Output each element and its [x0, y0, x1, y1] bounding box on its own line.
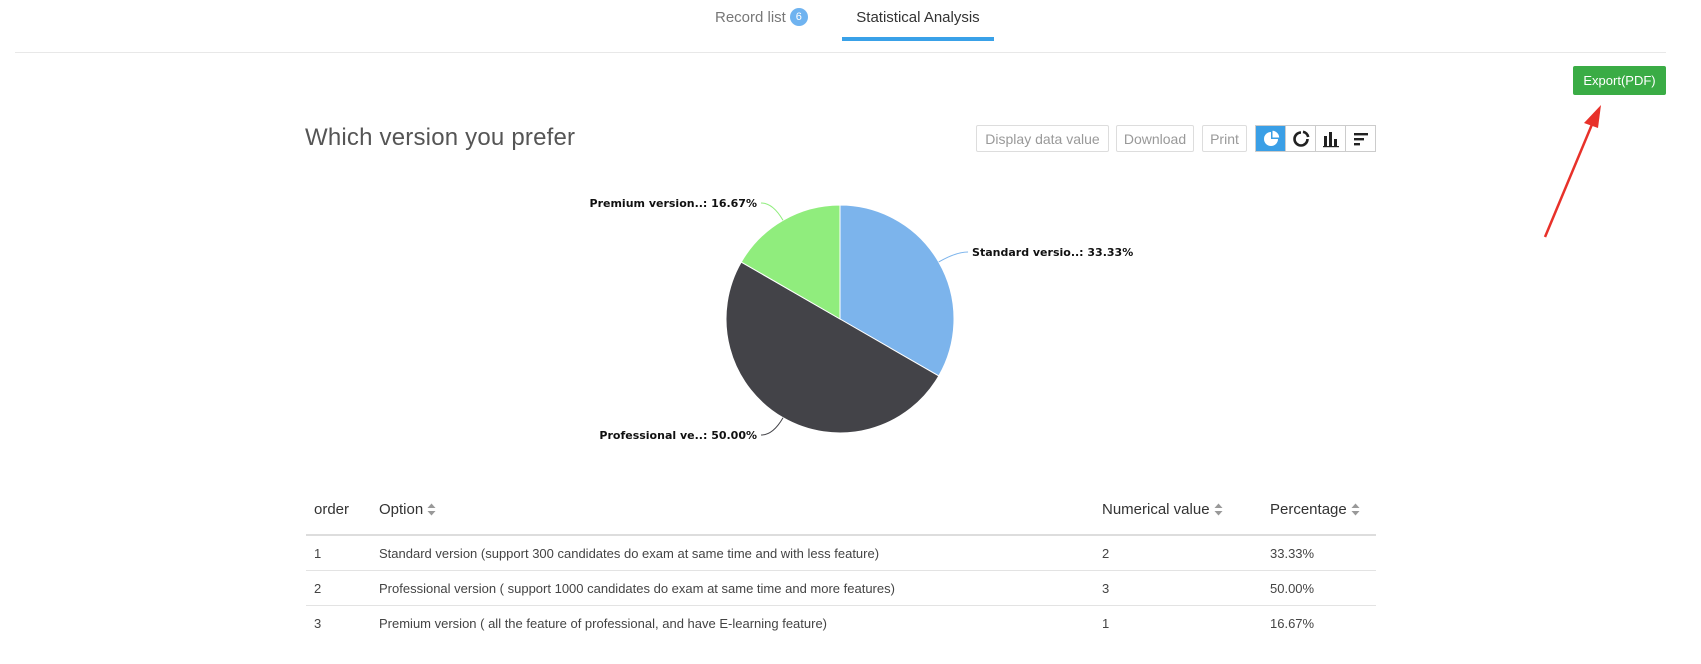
pie-connector-premium	[760, 202, 784, 221]
header-option[interactable]: Option	[371, 484, 1094, 536]
sort-icon[interactable]	[1214, 503, 1223, 516]
table-row: 2 Professional version ( support 1000 ca…	[306, 570, 1376, 606]
row-option: Premium version ( all the feature of pro…	[379, 615, 828, 631]
chart-title: Which version you prefer	[305, 124, 576, 151]
row-percentage: 16.67%	[1270, 615, 1315, 631]
header-order: order	[306, 484, 371, 536]
pie-slice-standard[interactable]	[839, 204, 955, 377]
pie-connector-professional	[761, 417, 784, 436]
pie-connector-standard	[938, 251, 969, 263]
pie-label-professional: Professional ve..: 50.00%	[599, 429, 757, 442]
row-value: 3	[1094, 570, 1262, 606]
pie-label-standard: Standard versio..: 33.33%	[972, 246, 1133, 259]
tab-statistical-analysis[interactable]: Statistical Analysis	[842, 0, 994, 41]
row-order: 3	[314, 615, 322, 631]
export-pdf-button[interactable]: Export(PDF)	[1573, 66, 1666, 95]
statistics-table: order Option Numerical value Percentage …	[306, 484, 1376, 640]
header-percentage[interactable]: Percentage	[1262, 484, 1376, 536]
display-data-value-button[interactable]: Display data value	[976, 125, 1109, 152]
pie-chart-icon[interactable]	[1256, 126, 1286, 151]
bar-chart-icon[interactable]	[1316, 126, 1346, 151]
row-order: 2	[306, 570, 371, 606]
horizontal-bar-icon[interactable]	[1346, 126, 1375, 151]
table-row: 3 Premium version ( all the feature of p…	[306, 606, 1376, 641]
print-button[interactable]: Print	[1202, 125, 1247, 152]
ring-chart-icon[interactable]	[1286, 126, 1316, 151]
tab-record-list[interactable]: Record list 6	[715, 0, 808, 40]
record-count-badge: 6	[789, 8, 808, 26]
row-value: 2	[1094, 535, 1262, 571]
row-option: Professional version ( support 1000 cand…	[371, 570, 1094, 606]
chart-type-switcher	[1255, 125, 1376, 152]
row-percentage: 33.33%	[1262, 535, 1376, 571]
tab-bar: Record list 6 Statistical Analysis	[15, 0, 1666, 53]
download-button[interactable]: Download	[1116, 125, 1194, 152]
pie-slice-premium[interactable]	[740, 204, 841, 320]
sort-icon[interactable]	[1351, 503, 1360, 516]
header-numerical-value[interactable]: Numerical value	[1094, 484, 1262, 536]
sort-icon[interactable]	[427, 503, 436, 516]
row-option: Standard version (support 300 candidates…	[371, 535, 1094, 571]
pie-label-premium: Premium version..: 16.67%	[590, 197, 757, 210]
row-value: 1	[1102, 615, 1110, 631]
table-header-row: order Option Numerical value Percentage	[306, 484, 1376, 536]
table-row: 1 Standard version (support 300 candidat…	[306, 535, 1376, 571]
row-order: 1	[306, 535, 371, 571]
tab-record-list-label: Record list	[715, 9, 786, 26]
tab-statistical-analysis-label: Statistical Analysis	[856, 9, 980, 26]
row-percentage: 50.00%	[1262, 570, 1376, 606]
pie-slice-professional[interactable]	[725, 261, 940, 434]
